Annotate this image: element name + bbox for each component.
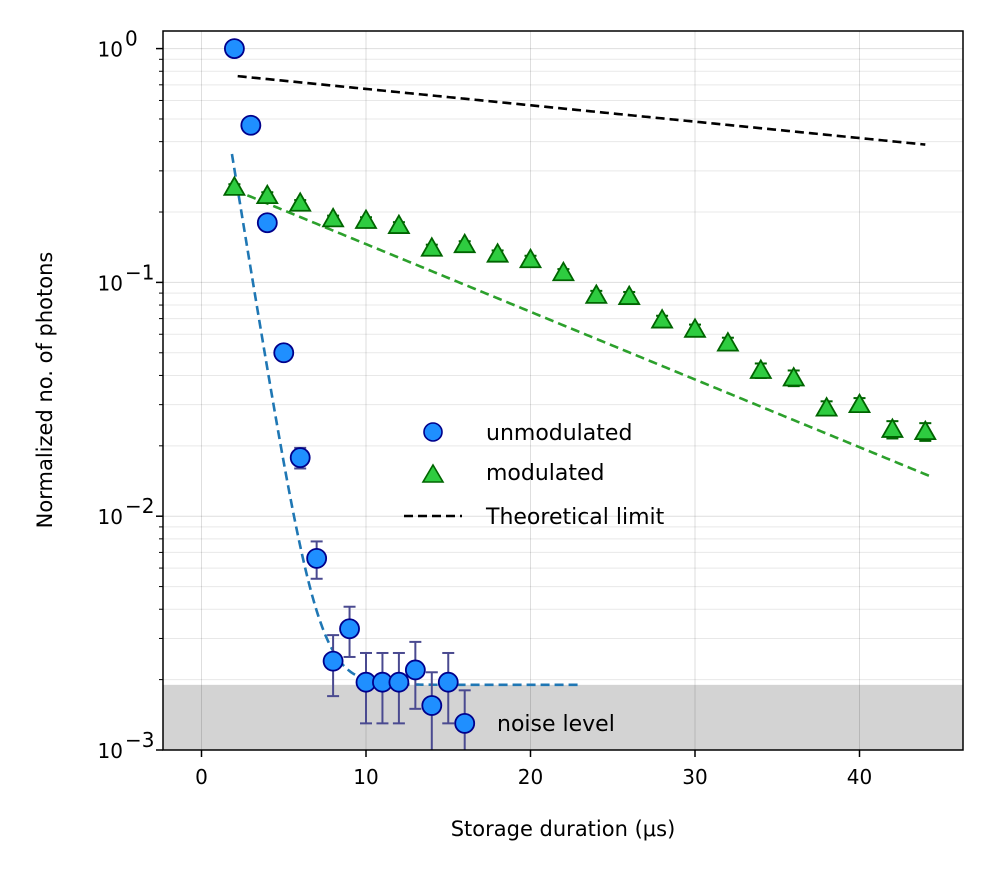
y-tick-label: 10 — [98, 271, 123, 295]
modulated-point — [749, 358, 773, 379]
modulated-point — [913, 419, 937, 441]
unmodulated-point — [240, 114, 262, 136]
x-axis-label: Storage duration (μs) — [451, 817, 676, 841]
data-markers — [222, 38, 937, 734]
y-tick-exponent: −1 — [125, 260, 154, 284]
modulated-point — [420, 236, 444, 257]
unmodulated-point — [306, 547, 328, 569]
x-tick-label: 20 — [518, 765, 543, 789]
unmodulated-point — [289, 447, 311, 469]
legend-unmodulated-label: unmodulated — [486, 421, 632, 446]
unmodulated-point — [256, 212, 278, 234]
modulated-point — [683, 317, 707, 338]
modulated-point — [288, 191, 312, 212]
grid — [163, 31, 963, 751]
x-axis-ticks: 0 10 20 30 40 — [195, 750, 872, 789]
modulated-point — [815, 396, 839, 417]
unmodulated-point — [437, 671, 459, 693]
modulated-point — [354, 208, 378, 229]
legend-theory-label: Theoretical limit — [485, 505, 665, 530]
legend-modulated-marker — [421, 463, 445, 483]
theoretical-limit-line — [237, 74, 926, 146]
x-tick-label: 10 — [353, 765, 378, 789]
legend-modulated-label: modulated — [486, 461, 605, 486]
x-tick-label: 30 — [682, 765, 707, 789]
modulated-point — [847, 392, 872, 414]
y-tick-exponent: 0 — [125, 27, 138, 51]
modulated-point — [486, 242, 510, 263]
unmodulated-point — [421, 695, 443, 716]
modulated-point — [387, 213, 411, 234]
modulated-point — [551, 260, 575, 282]
axes-frame — [162, 30, 964, 751]
unmodulated-point — [273, 342, 295, 364]
modulated-point — [518, 247, 543, 269]
modulated-point — [650, 308, 674, 329]
plot-area — [163, 31, 963, 750]
modulated-point — [222, 175, 246, 196]
y-tick-exponent: −2 — [125, 494, 154, 518]
legend: unmodulated modulated Theoretical limit — [404, 421, 665, 530]
unmodulated-point — [322, 650, 344, 672]
legend-unmodulated-marker — [423, 422, 443, 442]
unmodulated-point — [454, 712, 476, 734]
noise-band-rect — [163, 684, 963, 750]
unmodulated-point — [339, 618, 360, 640]
y-tick-label: 10 — [98, 38, 123, 62]
noise-band — [163, 684, 963, 750]
y-tick-label: 10 — [98, 505, 123, 529]
modulated-point — [716, 331, 740, 352]
y-tick-exponent: −3 — [125, 728, 154, 752]
modulated-point — [782, 366, 806, 387]
x-tick-label: 0 — [195, 765, 208, 789]
modulated-point — [617, 284, 641, 305]
y-tick-label: 10 — [98, 739, 123, 763]
unmodulated-point — [404, 659, 426, 681]
noise-level-label: noise level — [497, 712, 615, 737]
modulated-point — [321, 207, 345, 228]
modulated-point — [255, 183, 279, 205]
unmodulated-point — [388, 671, 410, 693]
modulated-point — [584, 283, 608, 304]
modulated-point — [880, 417, 904, 438]
y-axis-label: Normalized no. of photons — [33, 252, 57, 529]
unmodulated-point — [223, 38, 245, 59]
modulated-point — [453, 232, 477, 254]
x-tick-label: 40 — [847, 765, 872, 789]
